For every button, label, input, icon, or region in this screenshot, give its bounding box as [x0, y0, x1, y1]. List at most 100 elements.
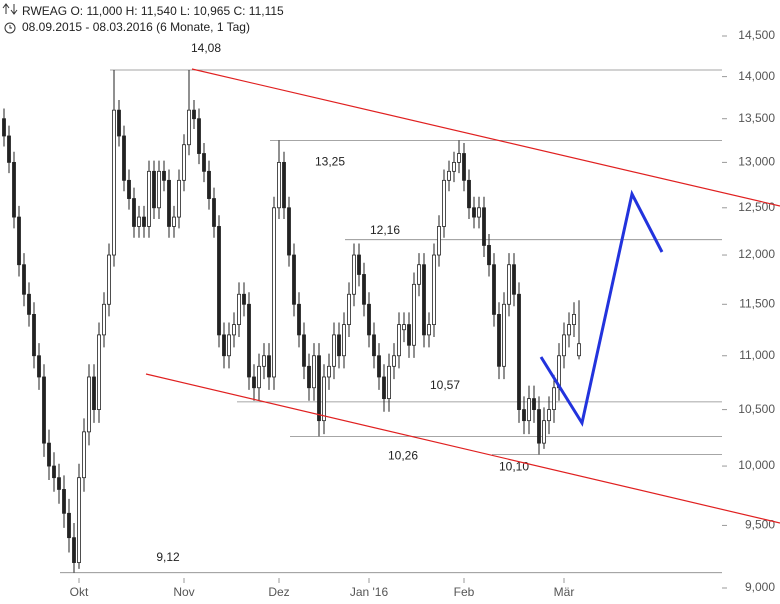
x-tick-label: Okt	[70, 585, 89, 599]
candle-body	[192, 109, 196, 120]
candle-body	[252, 376, 256, 389]
candle-body	[442, 179, 446, 227]
candle-body	[152, 170, 156, 209]
candle-body	[317, 355, 321, 422]
candle-body	[142, 216, 146, 227]
candle-body	[362, 274, 366, 305]
candle-body	[472, 207, 476, 218]
candle-body	[397, 324, 401, 357]
candle-body	[392, 355, 396, 367]
candle-body	[427, 324, 431, 336]
candle-body	[62, 489, 66, 514]
candle-body	[347, 293, 351, 325]
candle-body	[492, 264, 496, 315]
candle-body	[527, 398, 531, 422]
candle-body	[272, 207, 276, 378]
candle-body	[432, 254, 436, 325]
symbol-icon	[2, 3, 18, 15]
candle-body	[32, 313, 36, 357]
candle-body	[377, 355, 381, 378]
y-tick-label: 14,500	[738, 28, 775, 42]
candle-body	[402, 324, 406, 331]
trend-line-upper	[191, 68, 780, 207]
candle-body	[302, 334, 306, 367]
level-label: 10,57	[430, 378, 460, 392]
candle-body	[487, 245, 491, 266]
candle-body	[232, 324, 236, 336]
candle-body	[227, 334, 231, 357]
candle-body	[42, 376, 46, 444]
candle-body	[287, 207, 291, 256]
candle-body	[542, 420, 546, 444]
header: RWEAG O: 11,000 H: 11,540 L: 10,965 C: 1…	[2, 3, 284, 34]
candle-body	[437, 226, 441, 256]
candle-body	[177, 179, 181, 218]
candle-body	[517, 293, 521, 410]
candle-body	[127, 179, 131, 199]
candle-body	[297, 303, 301, 336]
candle-body	[572, 313, 576, 325]
candle-body	[312, 355, 316, 389]
candle-body	[562, 334, 566, 357]
candle-body	[332, 334, 336, 367]
candle-body	[157, 170, 161, 209]
y-tick-label: 10,000	[738, 458, 775, 472]
candle-body	[452, 161, 456, 172]
level-label: 10,26	[388, 449, 418, 463]
candle-body	[247, 303, 251, 378]
candle-body	[467, 179, 471, 209]
candle-body	[47, 442, 51, 467]
candle-body	[207, 170, 211, 199]
y-tick-label: 9,000	[745, 580, 775, 594]
level-label: 13,25	[315, 155, 345, 169]
candle-body	[137, 216, 141, 227]
candle-body	[67, 512, 71, 539]
candle-body	[17, 216, 21, 266]
candle-body	[257, 365, 261, 389]
candle-body	[457, 153, 461, 163]
y-tick-label: 11,000	[739, 348, 775, 362]
candle-body	[167, 179, 171, 227]
candle-body	[262, 355, 266, 367]
candle-body	[552, 387, 556, 410]
candle-body	[267, 355, 271, 378]
candle-body	[52, 465, 56, 479]
candle-body	[147, 170, 151, 227]
candle-body	[22, 264, 26, 295]
candle-body	[512, 264, 516, 295]
candle-body	[217, 226, 221, 336]
y-tick-label: 10,500	[738, 402, 775, 416]
candle-body	[92, 376, 96, 410]
candle-body	[462, 153, 466, 181]
y-tick-label: 12,000	[738, 247, 775, 261]
candle-body	[72, 537, 76, 563]
candle-body	[407, 324, 411, 346]
x-tick-label: Jan '16	[350, 585, 389, 599]
x-tick-label: Dez	[268, 585, 289, 599]
candle-body	[37, 355, 41, 378]
candle-body	[547, 409, 551, 422]
candle-body	[107, 254, 111, 305]
y-tick-label: 12,500	[738, 200, 775, 214]
y-tick-label: 13,500	[738, 111, 775, 125]
candle-body	[132, 198, 136, 227]
candle-body	[82, 431, 86, 479]
candle-body	[447, 170, 451, 181]
clock-hands	[9, 25, 12, 29]
level-label: 10,10	[499, 460, 529, 474]
forecast-line	[539, 189, 664, 427]
y-tick-label: 9,500	[745, 518, 775, 532]
clock-icon	[4, 22, 16, 34]
candle-body	[342, 324, 346, 357]
candle-body	[12, 161, 16, 218]
candle-body	[292, 254, 296, 305]
trend-line-lower	[145, 373, 780, 524]
level-label: 12,16	[370, 223, 400, 237]
y-tick-label: 14,000	[738, 69, 775, 83]
candle-body	[27, 293, 31, 315]
candle-body	[497, 313, 501, 367]
candle-body	[102, 303, 106, 336]
candle-body	[387, 365, 391, 400]
candle-body	[2, 118, 6, 137]
candle-body	[422, 264, 426, 336]
